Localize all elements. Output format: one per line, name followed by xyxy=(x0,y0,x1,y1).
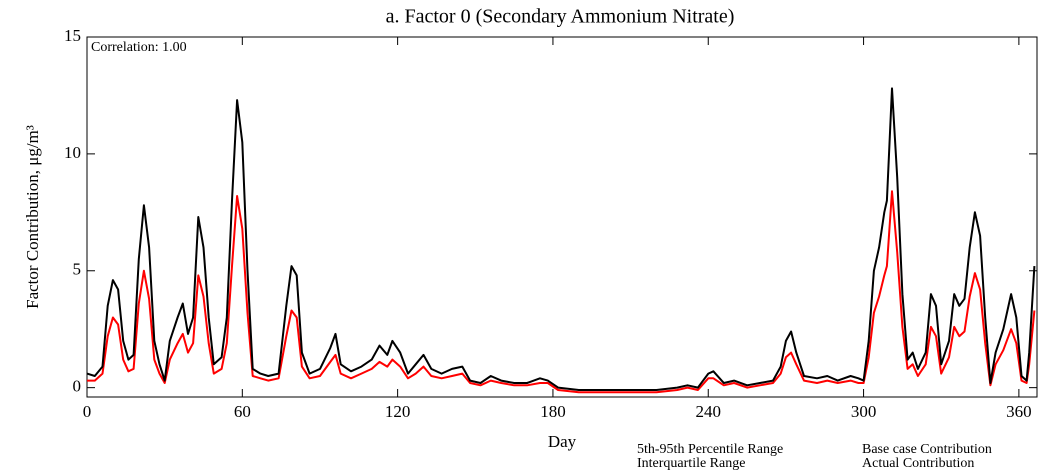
x-axis-label: Day xyxy=(548,432,577,451)
series-line xyxy=(87,190,1036,394)
x-tick-label: 180 xyxy=(540,402,566,421)
annotation: Correlation: 1.00 xyxy=(91,40,187,55)
legend-label: 5th-95th Percentile Range xyxy=(637,442,783,457)
x-tick-label: 300 xyxy=(851,402,877,421)
chart-title: a. Factor 0 (Secondary Ammonium Nitrate) xyxy=(386,6,735,28)
x-tick-label: 120 xyxy=(385,402,411,421)
x-tick-label: 0 xyxy=(83,402,92,421)
y-tick-label: 0 xyxy=(73,377,82,396)
x-tick-label: 360 xyxy=(1006,402,1032,421)
y-axis-label: Factor Contribution, μg/m³ xyxy=(23,125,42,309)
y-tick-label: 5 xyxy=(73,260,82,279)
y-tick-label: 10 xyxy=(64,143,81,162)
legend-label: Actual Contribution xyxy=(862,456,974,471)
plot-frame xyxy=(86,36,1038,398)
legend-label: Interquartile Range xyxy=(637,456,745,471)
series-line xyxy=(86,87,1036,391)
x-tick-label: 240 xyxy=(696,402,722,421)
legend-label: Base case Contribution xyxy=(862,442,992,457)
x-tick-label: 60 xyxy=(234,402,251,421)
y-tick-label: 15 xyxy=(64,26,81,45)
